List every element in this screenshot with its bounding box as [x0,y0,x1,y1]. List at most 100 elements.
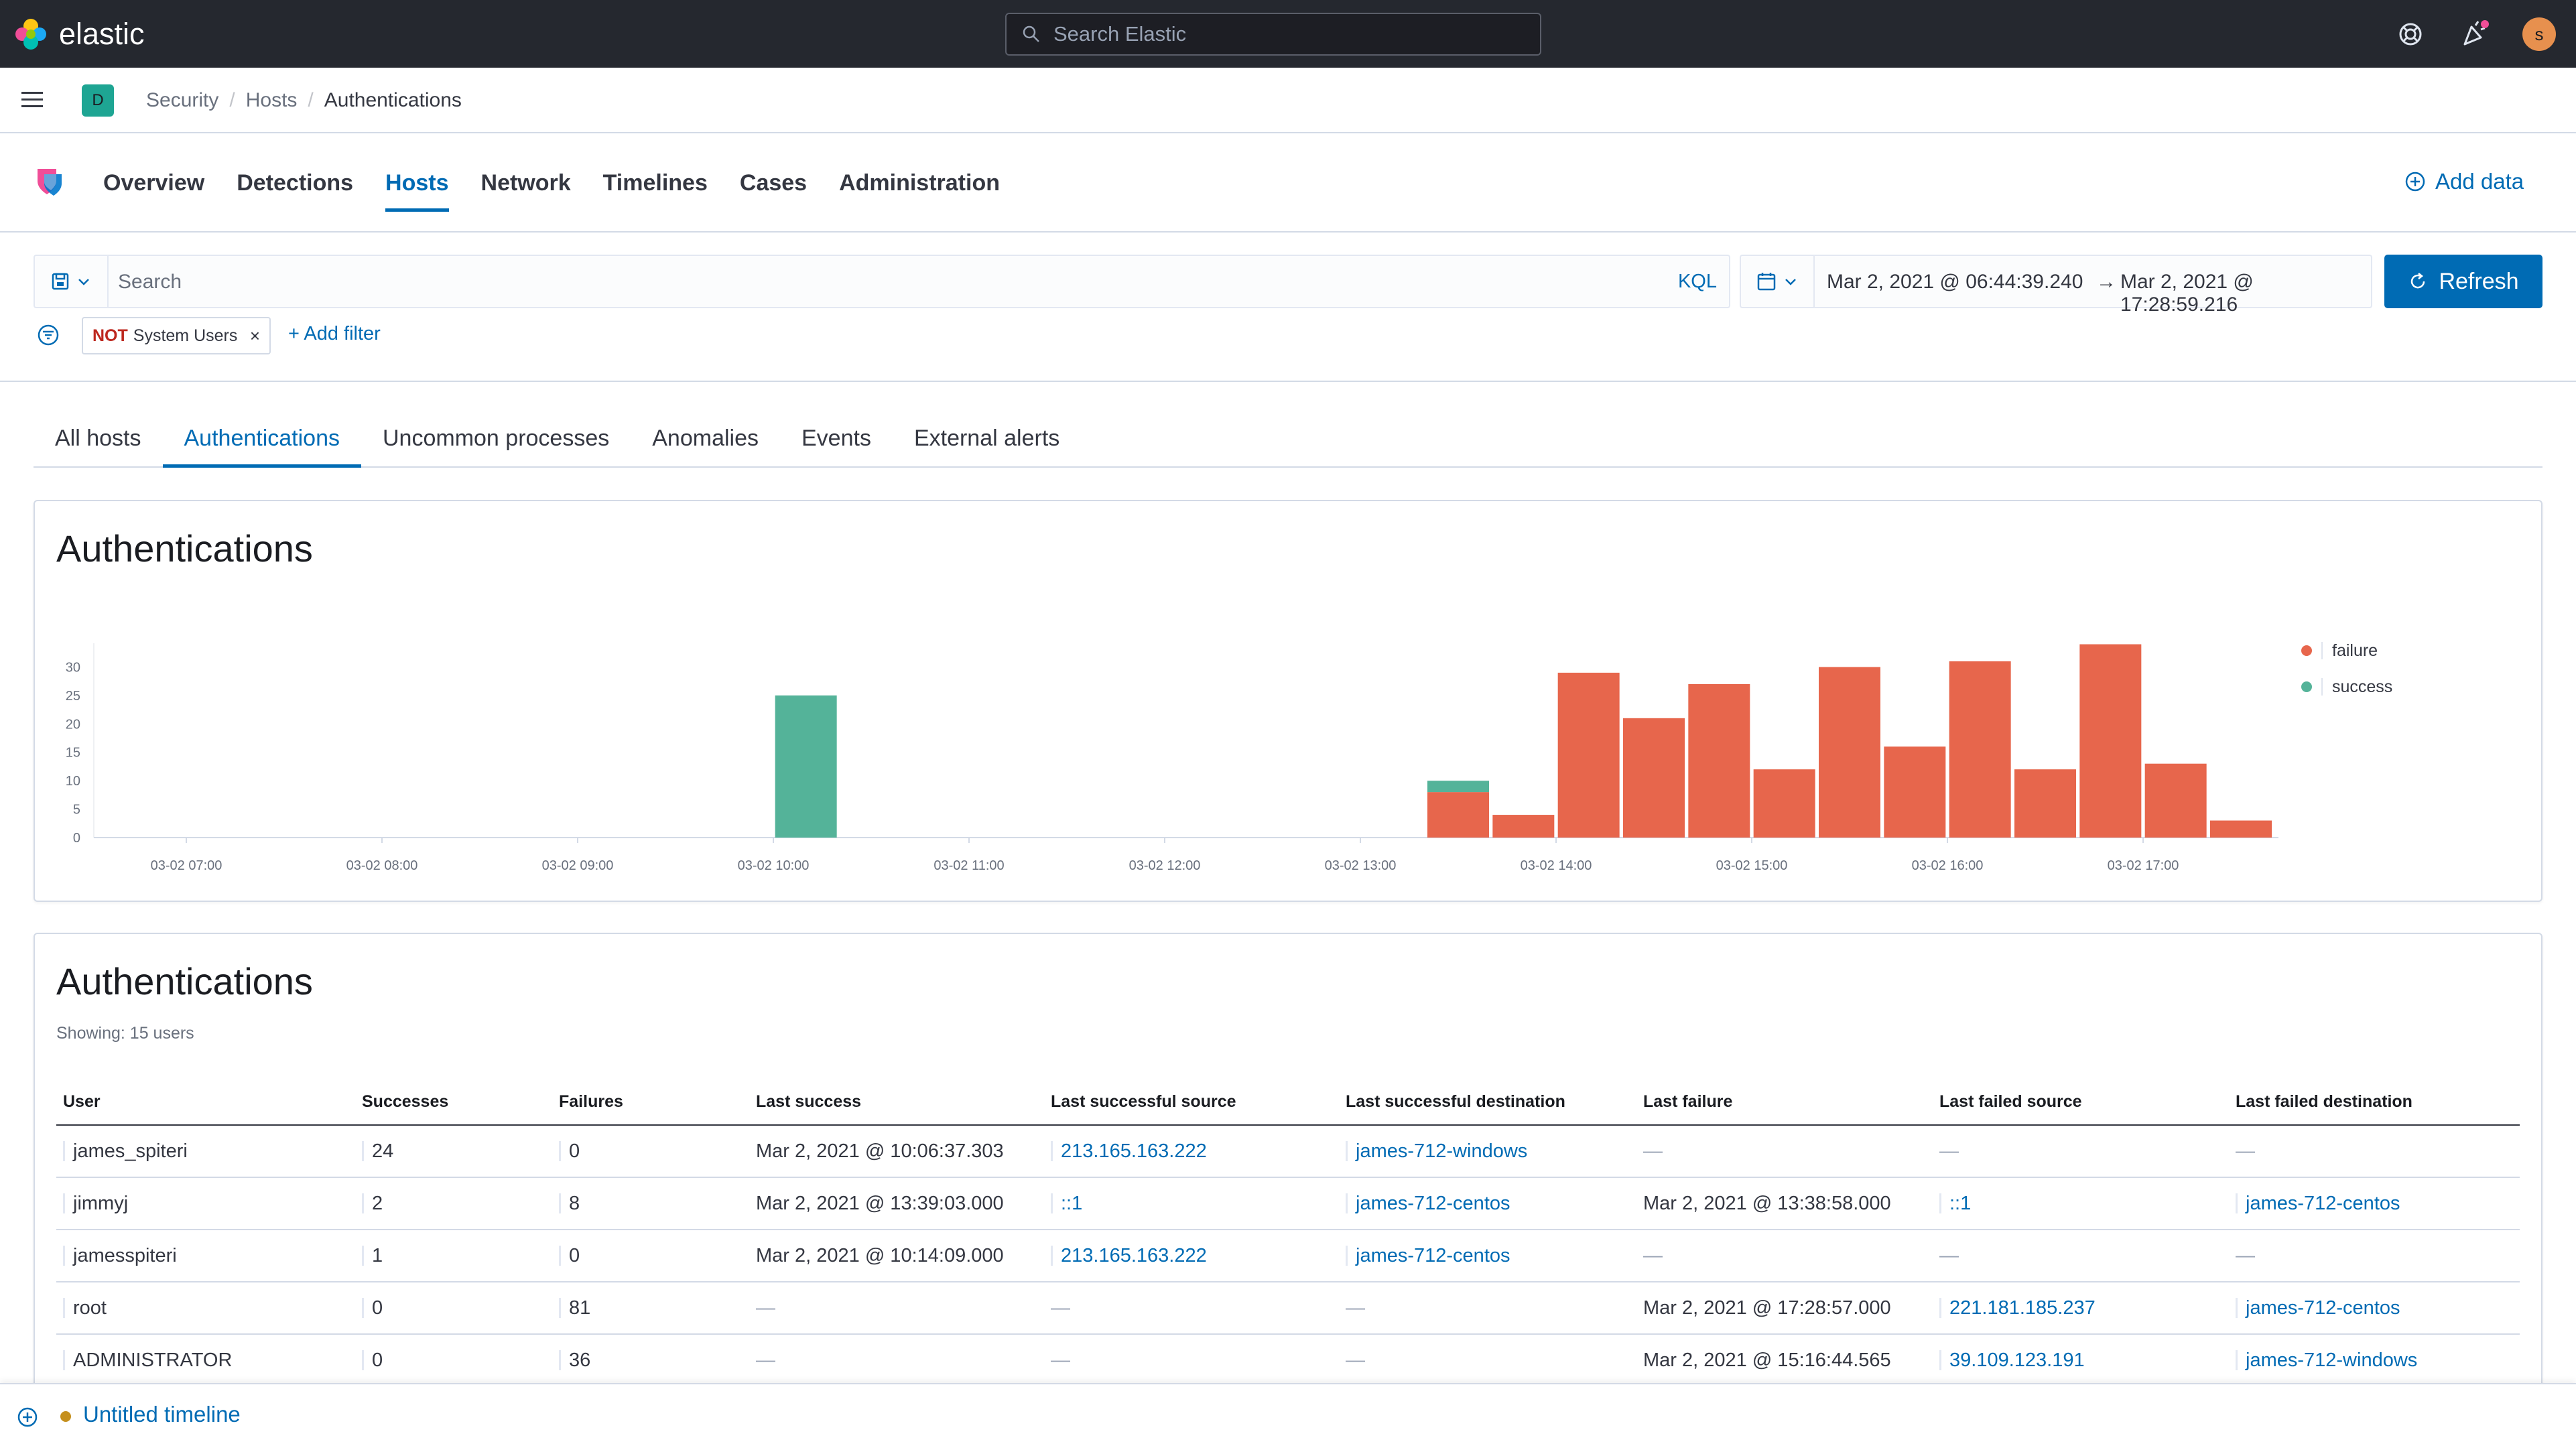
subtab-authentications[interactable]: Authentications [162,410,362,468]
table-cell-value[interactable]: james-712-centos [2246,1192,2400,1214]
drag-handle[interactable] [63,1298,65,1318]
table-cell: — [756,1282,775,1333]
subtab-uncommon-processes[interactable]: Uncommon processes [383,425,610,451]
table-cell: Mar 2, 2021 @ 15:16:44.565 [1643,1335,1891,1386]
table-cell-value: 1 [372,1244,383,1266]
table-cell-value[interactable]: james-712-centos [1356,1192,1510,1214]
table-cell-value[interactable]: 213.165.163.222 [1061,1244,1207,1266]
quick-date-button[interactable] [1741,256,1815,307]
drag-handle[interactable] [1939,1298,1941,1318]
tab-hosts[interactable]: Hosts [385,159,449,212]
table-cell-value[interactable]: 213.165.163.222 [1061,1140,1207,1162]
drag-handle[interactable] [362,1298,364,1318]
column-header[interactable]: Last failed destination [2236,1092,2412,1111]
legend-item-failure[interactable]: failure [2301,641,2392,661]
saved-query-button[interactable] [35,256,109,307]
timeline-title[interactable]: Untitled timeline [83,1402,241,1427]
add-data-button[interactable]: Add data [2404,165,2524,198]
subtab-external-alerts[interactable]: External alerts [913,425,1060,451]
tab-detections[interactable]: Detections [237,170,354,196]
filter-icon[interactable] [36,323,60,347]
add-timeline-icon[interactable] [16,1406,39,1429]
refresh-button[interactable]: Refresh [2384,255,2542,308]
table-cell-value[interactable]: ::1 [1061,1192,1083,1214]
global-search-input[interactable]: Search Elastic [1005,13,1541,56]
table-cell-value[interactable]: ::1 [1949,1192,1972,1214]
drag-handle[interactable] [362,1193,364,1213]
column-header[interactable]: Last successful destination [1346,1092,1565,1111]
y-tick-label: 15 [66,746,80,761]
drag-handle[interactable] [559,1141,561,1161]
tab-administration[interactable]: Administration [839,170,1000,196]
drag-handle[interactable] [2236,1350,2238,1370]
drag-handle[interactable] [2236,1193,2238,1213]
user-avatar[interactable]: s [2522,17,2556,51]
column-header[interactable]: User [63,1092,101,1111]
table-cell-value[interactable]: 221.181.185.237 [1949,1297,2096,1319]
table-cell: 0 [559,1230,580,1281]
close-icon[interactable]: × [249,325,260,346]
tab-cases[interactable]: Cases [739,170,808,196]
drag-handle[interactable] [559,1350,561,1370]
subtab-all-hosts[interactable]: All hosts [55,425,141,451]
table-cell-value: — [1939,1140,1959,1162]
breadcrumb-security[interactable]: Security [146,89,219,111]
breadcrumb-hosts[interactable]: Hosts [245,89,298,111]
elastic-logo[interactable]: elastic [13,12,145,56]
column-header[interactable]: Failures [559,1092,623,1111]
table-cell: ::1 [1051,1178,1082,1229]
security-app-icon[interactable] [35,166,64,197]
table-cell-value[interactable]: james-712-centos [1356,1244,1510,1266]
menu-icon[interactable] [20,88,44,111]
x-tick-label: 03-02 10:00 [738,858,810,873]
table-cell-value[interactable]: james-712-windows [2246,1349,2418,1371]
column-header[interactable]: Last failure [1643,1092,1733,1111]
column-header[interactable]: Last failed source [1939,1092,2082,1111]
space-avatar[interactable]: D [82,84,114,117]
tab-network[interactable]: Network [480,170,571,196]
table-cell-value[interactable]: james-712-windows [1356,1140,1528,1162]
drag-handle[interactable] [1346,1193,1348,1213]
drag-handle[interactable] [362,1350,364,1370]
drag-handle[interactable] [1346,1141,1348,1161]
end-date[interactable]: Mar 2, 2021 @ 17:28:59.216 [2120,271,2254,316]
drag-handle[interactable] [362,1246,364,1266]
drag-handle[interactable] [63,1246,65,1266]
table-cell-value: 81 [569,1297,591,1319]
tab-overview[interactable]: Overview [103,170,205,196]
tab-timelines[interactable]: Timelines [602,170,708,196]
table-cell-value[interactable]: james-712-centos [2246,1297,2400,1319]
column-header[interactable]: Last successful source [1051,1092,1236,1111]
drag-handle[interactable] [63,1141,65,1161]
drag-handle[interactable] [63,1193,65,1213]
table-cell: 221.181.185.237 [1939,1282,2096,1333]
drag-handle[interactable] [1051,1246,1053,1266]
table-cell: 1 [362,1230,383,1281]
drag-handle[interactable] [1939,1193,1941,1213]
drag-handle[interactable] [559,1246,561,1266]
bar-failure [1688,683,1750,838]
drag-handle[interactable] [1051,1141,1053,1161]
drag-handle[interactable] [1051,1193,1053,1213]
help-icon[interactable] [2398,21,2423,47]
add-filter-button[interactable]: + Add filter [288,323,381,344]
kql-language-toggle[interactable]: KQL [1677,271,1717,292]
newsfeed-icon[interactable] [2461,20,2490,48]
filter-pill[interactable]: NOT System Users × [82,317,271,354]
drag-handle[interactable] [559,1193,561,1213]
table-cell-value[interactable]: 39.109.123.191 [1949,1349,2085,1371]
drag-handle[interactable] [559,1298,561,1318]
legend-item-success[interactable]: success [2301,677,2392,697]
save-icon [52,273,69,290]
subtab-events[interactable]: Events [801,425,871,451]
column-header[interactable]: Successes [362,1092,449,1111]
drag-handle[interactable] [1346,1246,1348,1266]
subtab-anomalies[interactable]: Anomalies [652,425,759,451]
column-header[interactable]: Last success [756,1092,862,1111]
drag-handle[interactable] [2236,1298,2238,1318]
start-date[interactable]: Mar 2, 2021 @ 06:44:39.240 [1827,271,2083,293]
drag-handle[interactable] [1939,1350,1941,1370]
query-search-input[interactable]: Search [118,271,182,293]
drag-handle[interactable] [63,1350,65,1370]
drag-handle[interactable] [362,1141,364,1161]
